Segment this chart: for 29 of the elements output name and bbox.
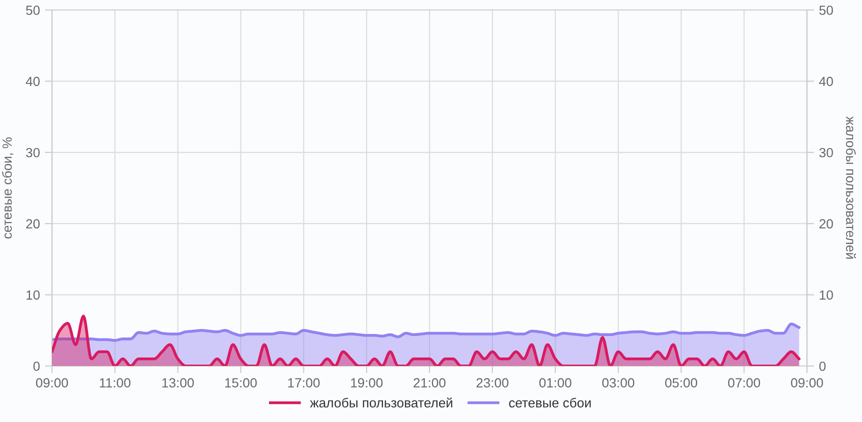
y-tick-label: 10 — [26, 290, 40, 300]
x-tick-label: 07:00 — [728, 378, 760, 388]
legend-label: жалобы пользователей — [310, 398, 452, 408]
y-tick-label: 40 — [26, 76, 40, 86]
x-tick-label: 19:00 — [351, 378, 383, 388]
x-tick-label: 23:00 — [476, 378, 508, 388]
y2-axis-title: жалобы пользователей — [846, 116, 856, 259]
y-tick-label: 20 — [26, 219, 40, 229]
y-tick-label: 50 — [26, 6, 40, 15]
x-tick-label: 11:00 — [100, 378, 130, 388]
x-tick-label: 15:00 — [225, 378, 257, 388]
legend-label: сетевые сбои — [509, 398, 591, 408]
y2-tick-label: 30 — [819, 148, 833, 158]
y2-tick-label: 10 — [820, 290, 833, 300]
x-tick-label: 09:00 — [791, 378, 823, 388]
y-axis-title: сетевые сбои, % — [2, 137, 14, 239]
x-tick-label: 09:00 — [36, 378, 68, 388]
x-tick-label: 01:00 — [539, 378, 572, 388]
y2-tick-label: 40 — [819, 76, 833, 86]
y2-tick-label: 0 — [819, 362, 826, 371]
x-tick-label: 03:00 — [602, 378, 634, 388]
x-tick-label: 05:00 — [665, 378, 698, 388]
y-tick-label: 30 — [26, 148, 40, 158]
y-tick-label: 0 — [33, 362, 40, 371]
y2-tick-label: 50 — [819, 6, 833, 15]
x-tick-label: 17:00 — [288, 378, 320, 388]
x-tick-label: 21:00 — [414, 378, 446, 388]
y2-tick-label: 20 — [819, 219, 833, 229]
x-tick-label: 13:00 — [162, 378, 194, 388]
